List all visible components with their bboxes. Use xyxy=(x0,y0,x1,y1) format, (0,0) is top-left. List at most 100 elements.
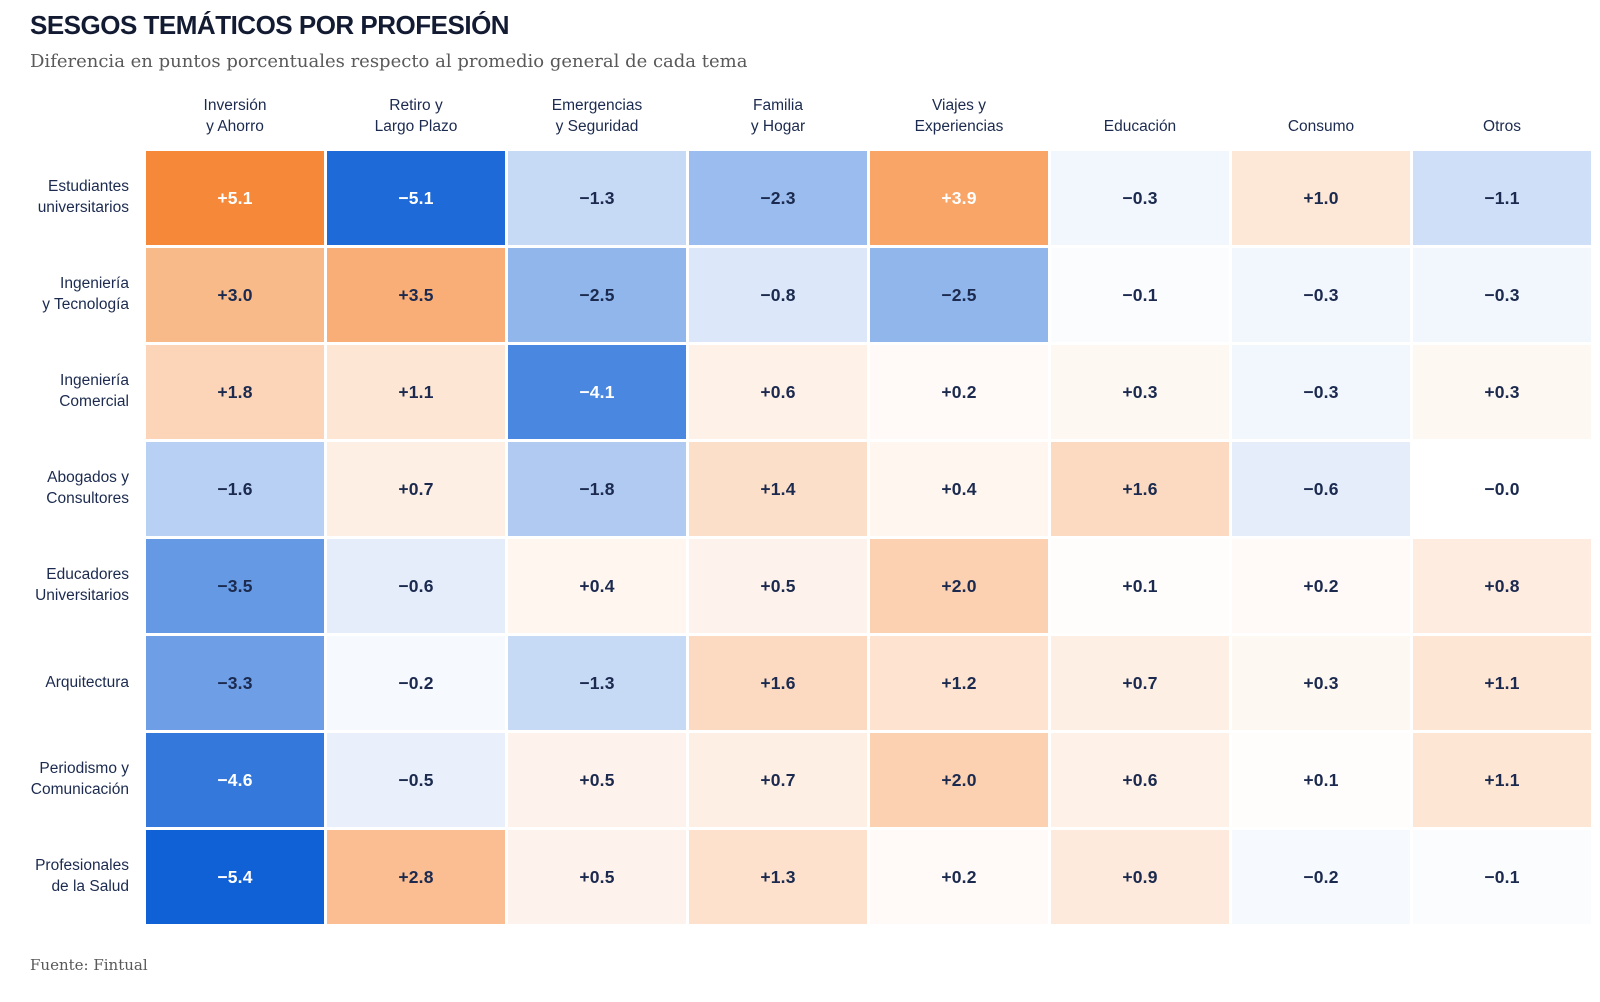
heatmap-cell: +1.0 xyxy=(1232,151,1410,245)
label-line: Comunicación xyxy=(30,781,129,798)
label-line: y Ahorro xyxy=(206,118,264,136)
label-line: Otros xyxy=(1483,118,1521,136)
heatmap-cell: −0.3 xyxy=(1232,248,1410,342)
label-line: Educadores xyxy=(46,566,129,584)
source-note: Fuente: Fintual xyxy=(30,956,148,974)
heatmap-cell: −1.1 xyxy=(1413,151,1591,245)
row-label-4: Abogados y Consultores xyxy=(0,442,143,536)
column-header-8: Otros xyxy=(1413,98,1591,148)
heatmap-cell: +1.2 xyxy=(870,636,1048,730)
heatmap-cell: +2.0 xyxy=(870,539,1048,633)
label-line: Emergencias xyxy=(551,97,643,115)
label-line: Profesionales xyxy=(35,857,129,875)
heatmap-cell: +0.8 xyxy=(1413,539,1591,633)
label-line: Educación xyxy=(1103,118,1177,136)
heatmap-cell: −2.3 xyxy=(689,151,867,245)
heatmap-cell: +0.1 xyxy=(1232,733,1410,827)
column-header-2: Retiro y Largo Plazo xyxy=(327,97,505,148)
heatmap-cell: −0.1 xyxy=(1413,830,1591,924)
heatmap-cell: +0.7 xyxy=(1051,636,1229,730)
heatmap-cell: +1.1 xyxy=(1413,636,1591,730)
column-header-1: Inversión y Ahorro xyxy=(146,97,324,148)
column-header-3: Emergencias y Seguridad xyxy=(508,97,686,148)
heatmap-grid: Inversión y Ahorro Retiro y Largo Plazo Emer… xyxy=(0,97,1591,924)
heatmap-cell: +0.4 xyxy=(508,539,686,633)
heatmap-cell: +1.4 xyxy=(689,442,867,536)
heatmap-cell: +0.6 xyxy=(1051,733,1229,827)
heatmap-cell: −0.6 xyxy=(327,539,505,633)
heatmap-cell: +0.5 xyxy=(508,830,686,924)
label-line: Arquitectura xyxy=(45,673,129,691)
heatmap-cell: −2.5 xyxy=(870,248,1048,342)
label-line: y Seguridad xyxy=(555,118,639,136)
heatmap-cell: +3.9 xyxy=(870,151,1048,245)
row-label-1: Estudiantes universitarios xyxy=(0,151,143,245)
row-label-6: Arquitectura xyxy=(0,636,143,730)
heatmap-cell: +0.6 xyxy=(689,345,867,439)
label-line: y Hogar xyxy=(750,118,806,136)
heatmap-cell: −0.0 xyxy=(1413,442,1591,536)
heatmap-cell: +1.1 xyxy=(1413,733,1591,827)
label-line: Comercial xyxy=(59,393,129,410)
heatmap-cell: −0.2 xyxy=(327,636,505,730)
heatmap-cell: +3.5 xyxy=(327,248,505,342)
heatmap-cell: +0.5 xyxy=(689,539,867,633)
row-label-2: Ingeniería y Tecnología xyxy=(0,248,143,342)
heatmap-cell: +1.1 xyxy=(327,345,505,439)
heatmap-cell: −0.3 xyxy=(1232,345,1410,439)
label-line: de la Salud xyxy=(51,878,129,895)
label-line: Estudiantes xyxy=(48,178,129,196)
column-header-6: Educación xyxy=(1051,98,1229,148)
heatmap-cell: −0.1 xyxy=(1051,248,1229,342)
heatmap-cell: −0.2 xyxy=(1232,830,1410,924)
column-header-5: Viajes y Experiencias xyxy=(870,97,1048,148)
heatmap-cell: −0.3 xyxy=(1051,151,1229,245)
label-line: Consultores xyxy=(46,490,129,507)
heatmap-cell: +0.4 xyxy=(870,442,1048,536)
grid-corner-spacer xyxy=(0,98,143,148)
heatmap-cell: +1.6 xyxy=(689,636,867,730)
heatmap-cell: −5.1 xyxy=(327,151,505,245)
label-line: Abogados y xyxy=(47,469,129,487)
heatmap-cell: +1.3 xyxy=(689,830,867,924)
label-line: Experiencias xyxy=(914,118,1004,136)
heatmap-cell: +0.3 xyxy=(1232,636,1410,730)
heatmap-cell: +0.2 xyxy=(870,830,1048,924)
column-header-7: Consumo xyxy=(1232,98,1410,148)
page-title: SESGOS TEMÁTICOS POR PROFESIÓN xyxy=(30,10,510,40)
heatmap-cell: +1.6 xyxy=(1051,442,1229,536)
row-label-5: Educadores Universitarios xyxy=(0,539,143,633)
heatmap-cell: +0.9 xyxy=(1051,830,1229,924)
heatmap-cell: −3.5 xyxy=(146,539,324,633)
heatmap-cell: +0.2 xyxy=(1232,539,1410,633)
heatmap-cell: +0.5 xyxy=(508,733,686,827)
heatmap-cell: +0.2 xyxy=(870,345,1048,439)
heatmap-cell: +1.8 xyxy=(146,345,324,439)
heatmap-cell: +2.0 xyxy=(870,733,1048,827)
row-label-7: Periodismo y Comunicación xyxy=(0,733,143,827)
heatmap-cell: −1.3 xyxy=(508,636,686,730)
page-subtitle: Diferencia en puntos porcentuales respec… xyxy=(30,51,748,72)
label-line: Ingeniería xyxy=(60,275,129,293)
label-line: Universitarios xyxy=(35,587,129,604)
heatmap-cell: +0.1 xyxy=(1051,539,1229,633)
label-line: Largo Plazo xyxy=(374,118,458,136)
heatmap-cell: +0.7 xyxy=(689,733,867,827)
heatmap-cell: +5.1 xyxy=(146,151,324,245)
label-line: Periodismo y xyxy=(39,760,129,778)
label-line: Ingeniería xyxy=(60,372,129,390)
heatmap-cell: −4.6 xyxy=(146,733,324,827)
heatmap-cell: −1.6 xyxy=(146,442,324,536)
heatmap-cell: −1.8 xyxy=(508,442,686,536)
heatmap-cell: −0.5 xyxy=(327,733,505,827)
heatmap-cell: +0.7 xyxy=(327,442,505,536)
column-header-4: Familia y Hogar xyxy=(689,97,867,148)
heatmap-cell: −0.3 xyxy=(1413,248,1591,342)
heatmap-cell: −4.1 xyxy=(508,345,686,439)
row-label-8: Profesionales de la Salud xyxy=(0,830,143,924)
row-label-3: Ingeniería Comercial xyxy=(0,345,143,439)
heatmap-cell: +2.8 xyxy=(327,830,505,924)
heatmap-cell: −0.8 xyxy=(689,248,867,342)
heatmap-cell: +3.0 xyxy=(146,248,324,342)
label-line: y Tecnología xyxy=(42,296,129,313)
